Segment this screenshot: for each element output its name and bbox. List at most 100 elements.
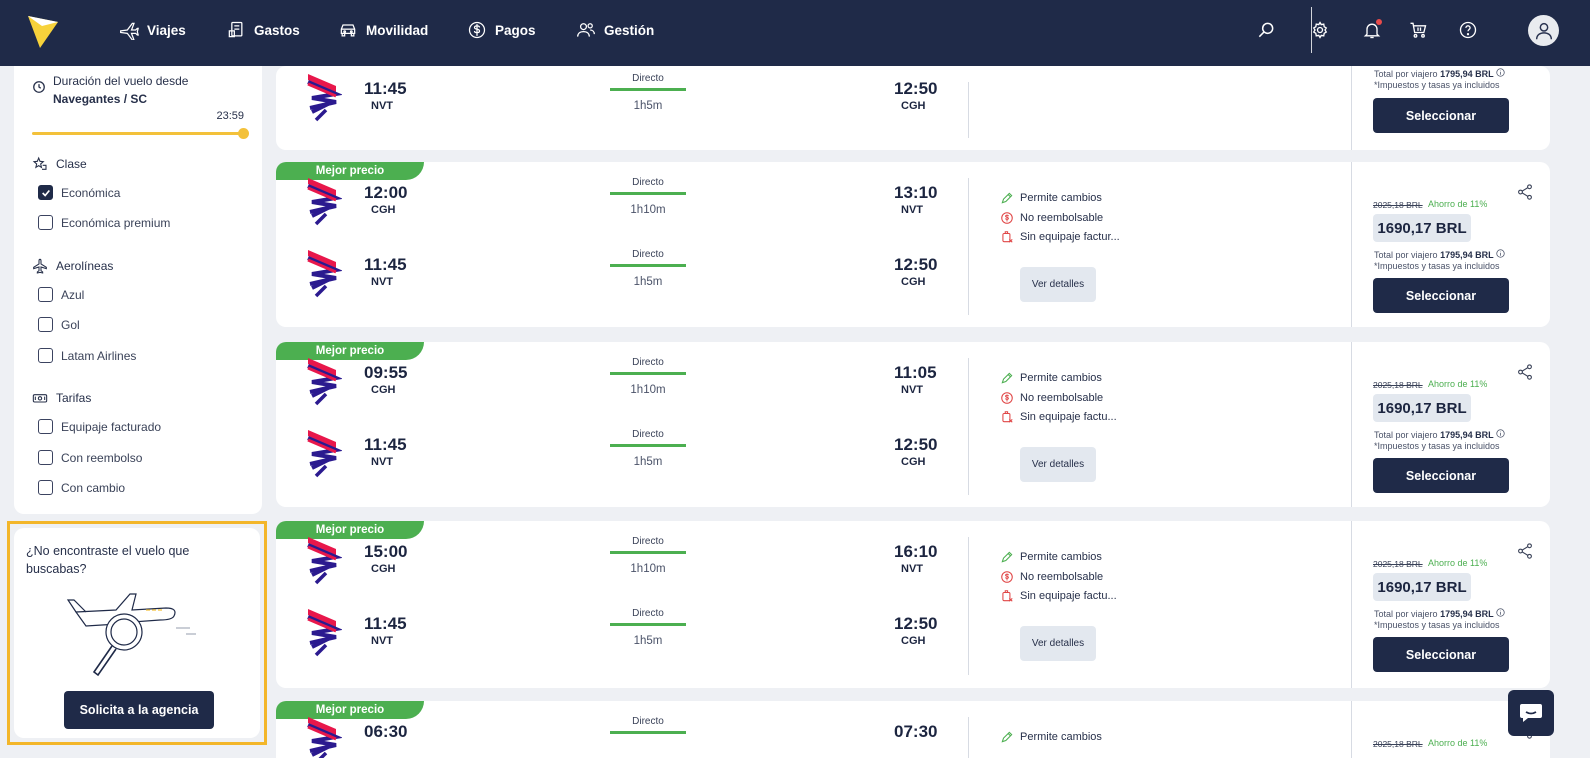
filter-heading-clase: Clase: [32, 156, 87, 172]
flight-leg: 11:45 NVT Directo 1h5m 12:50 CGH: [276, 72, 956, 132]
feature-label: Sin equipaje factu...: [1020, 411, 1117, 423]
traveler-amount: 1795,94 BRL: [1440, 609, 1494, 619]
feature-changes: Permite cambios: [1000, 191, 1102, 205]
flight-card: 11:45 NVT Directo 1h5m 12:50 CGH Total por via…: [276, 66, 1550, 150]
share-icon[interactable]: [1516, 363, 1534, 381]
traveler-amount: 1795,94 BRL: [1440, 430, 1494, 440]
share-icon[interactable]: [1516, 542, 1534, 560]
share-icon[interactable]: [1516, 183, 1534, 201]
checkbox[interactable]: [38, 419, 53, 434]
vertical-divider: [1351, 66, 1352, 150]
vertical-divider: [968, 178, 969, 315]
latam-logo: [307, 609, 342, 657]
departure-time: 11:45: [364, 435, 407, 454]
vertical-divider: [1351, 701, 1352, 758]
no-baggage-icon: [1002, 590, 1013, 602]
feature-changes: Permite cambios: [1000, 550, 1102, 564]
nav-item-gastos[interactable]: Gastos: [226, 18, 300, 42]
flight-leg: 09:55 CGH Directo 1h10m 11:05 NVT: [276, 356, 956, 416]
info-icon[interactable]: [1496, 249, 1505, 258]
latam-logo: [307, 74, 342, 122]
money-icon: [32, 394, 48, 403]
filter-option-economica-premium[interactable]: Económica premium: [38, 215, 170, 230]
gear-icon: [1312, 21, 1328, 39]
select-flight-button[interactable]: Seleccionar: [1373, 278, 1509, 313]
route-line: [610, 88, 686, 91]
user-avatar[interactable]: [1528, 15, 1559, 46]
dollar-icon: [468, 21, 486, 39]
select-flight-button[interactable]: Seleccionar: [1373, 458, 1509, 493]
checkbox[interactable]: [38, 317, 53, 332]
traveler-total: Total por viajero 1795,94 BRL: [1374, 249, 1505, 260]
filter-option-equipaje[interactable]: Equipaje facturado: [38, 419, 161, 434]
slider-thumb[interactable]: [238, 128, 249, 139]
arrival-airport: CGH: [901, 276, 926, 288]
filter-option-economica[interactable]: Económica: [38, 185, 120, 200]
nav-item-pagos[interactable]: Pagos: [467, 18, 536, 42]
checkbox[interactable]: [38, 215, 53, 230]
route-line: [610, 192, 686, 195]
stops-label: Directo: [632, 357, 664, 368]
filter-option-reembolso[interactable]: Con reembolso: [38, 450, 142, 465]
filter-option-cambio[interactable]: Con cambio: [38, 480, 125, 495]
feature-baggage: Sin equipaje factur...: [1000, 230, 1120, 244]
brand-logo[interactable]: [28, 12, 58, 48]
flight-duration: 1h5m: [633, 100, 663, 112]
stops-label: Directo: [632, 249, 664, 260]
checkbox-label: Económica premium: [61, 215, 171, 230]
traveler-prefix: Total por viajero: [1374, 250, 1438, 260]
view-details-button[interactable]: Ver detalles: [1020, 267, 1096, 302]
feature-label: Permite cambios: [1020, 372, 1102, 384]
help-button[interactable]: [1455, 17, 1481, 43]
savings-label: Ahorro de 11%: [1428, 738, 1488, 748]
latam-logo: [307, 430, 342, 478]
view-details-button[interactable]: Ver detalles: [1020, 447, 1096, 482]
chat-button[interactable]: [1508, 690, 1554, 736]
vertical-divider: [968, 717, 969, 758]
best-price-badge: Mejor precio: [276, 701, 424, 719]
duration-slider[interactable]: [32, 128, 249, 139]
checkbox[interactable]: [38, 287, 53, 302]
view-details-button[interactable]: Ver detalles: [1020, 626, 1096, 661]
traveler-total: Total por viajero 1795,94 BRL: [1374, 608, 1505, 619]
checkbox[interactable]: [38, 480, 53, 495]
stops-label: Directo: [632, 429, 664, 440]
cart-button[interactable]: [1405, 17, 1431, 43]
departure-time: 11:45: [364, 255, 407, 274]
departure-airport: NVT: [371, 456, 393, 468]
route-line: [610, 444, 686, 447]
request-agency-button[interactable]: Solicita a la agencia: [64, 691, 214, 729]
vertical-divider: [968, 358, 969, 495]
feature-label: Sin equipaje factur...: [1020, 231, 1120, 243]
plane-search-illustration: [66, 593, 196, 677]
original-price: 2025,18 BRL: [1373, 380, 1423, 390]
latam-logo: [307, 358, 342, 406]
stops-label: Directo: [632, 73, 664, 84]
traveler-amount: 1795,94 BRL: [1440, 250, 1494, 260]
select-flight-button[interactable]: Seleccionar: [1373, 637, 1509, 672]
info-icon[interactable]: [1496, 608, 1505, 617]
search-button[interactable]: [1253, 17, 1279, 43]
nav-item-movilidad[interactable]: Movilidad: [338, 18, 428, 42]
notifications-button[interactable]: [1359, 17, 1385, 43]
info-icon[interactable]: [1496, 429, 1505, 438]
flight-card: Mejor precio 06:30 Directo 07:30 Permite cam…: [276, 701, 1550, 758]
departure-time: 12:00: [364, 183, 408, 202]
filter-option-azul[interactable]: Azul: [38, 287, 84, 302]
feature-baggage: Sin equipaje factu...: [1000, 589, 1117, 603]
nav-item-gestion[interactable]: Gestión: [576, 18, 654, 42]
filter-heading-label: Tarifas: [56, 391, 92, 405]
checkbox[interactable]: [38, 185, 53, 200]
info-icon[interactable]: [1496, 68, 1505, 77]
taxes-note: *Impuestos y tasas ya incluidos: [1374, 261, 1500, 271]
filter-option-gol[interactable]: Gol: [38, 317, 80, 332]
checkbox[interactable]: [38, 450, 53, 465]
settings-button[interactable]: [1307, 17, 1333, 43]
select-flight-button[interactable]: Seleccionar: [1373, 98, 1509, 133]
original-price: 2025,18 BRL: [1373, 200, 1423, 210]
checkbox[interactable]: [38, 348, 53, 363]
arrival-airport: NVT: [901, 384, 923, 396]
arrival-airport: CGH: [901, 100, 926, 112]
filter-option-latam[interactable]: Latam Airlines: [38, 348, 136, 363]
nav-item-viajes[interactable]: Viajes: [119, 18, 186, 42]
